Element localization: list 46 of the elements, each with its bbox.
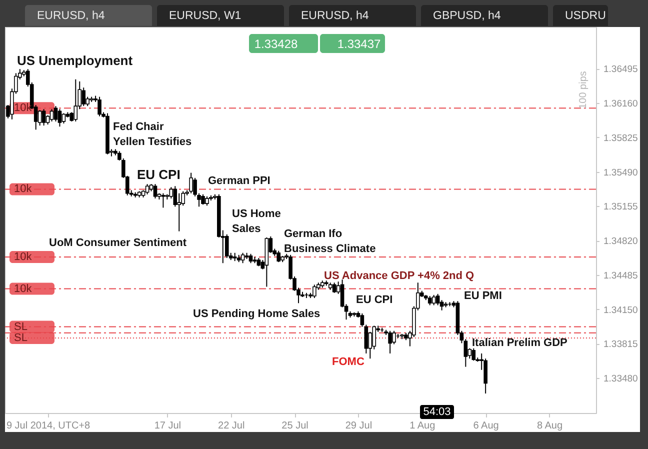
y-tick-label: 1.35825 [604, 132, 638, 144]
annotation: US Pending Home Sales [193, 308, 320, 320]
annotation: US Unemployment [17, 53, 134, 68]
ref-line-label: SL [14, 332, 28, 344]
x-tick-label: 17 Jul [154, 420, 182, 432]
annotation: 1.33428 [254, 37, 298, 51]
annotation: EU CPI [356, 294, 393, 306]
annotation: US Home Sales [232, 208, 281, 235]
chart-title: EURUSD, h4 [37, 10, 106, 22]
ref-line-label: 10k [14, 282, 32, 295]
annotation: Fed Chair Yellen Testifies [113, 121, 192, 148]
annotation: 1.33437 [337, 37, 382, 51]
y-tick-label: 1.35490 [604, 167, 638, 178]
y-tick-label: 1.34485 [604, 270, 638, 282]
y-tick-label: 1.33480 [604, 374, 638, 385]
ref-line-label: 10k [14, 183, 32, 196]
annotation: Italian Prelim GDP [472, 337, 568, 349]
x-tick-label: 8 Aug [536, 420, 563, 432]
text: EURUSD, W1 [169, 10, 242, 22]
annotation: 100 pips [578, 71, 589, 109]
ref-line-label: SL [14, 320, 28, 333]
y-tick-label: 1.34150 [604, 304, 638, 316]
text: GBPUSD, h4 [433, 10, 502, 22]
annotation: EU PMI [464, 290, 502, 302]
annotation: FOMC [332, 356, 364, 368]
ref-line-label: 10k [14, 250, 32, 263]
x-tick-label: 9 Jul 2014, UTC+8 [6, 420, 91, 432]
x-tick-label: 22 Jul [218, 420, 245, 432]
y-tick-label: 1.33815 [604, 339, 638, 350]
y-tick-label: 1.34820 [604, 236, 638, 248]
annotation: German Ifo Business Climate [284, 228, 376, 255]
ref-line-label: 10k [14, 102, 32, 114]
annotation: UoM Consumer Sentiment [49, 237, 187, 249]
text: USDRU [565, 10, 606, 22]
text: EURUSD, h4 [301, 10, 370, 22]
annotation: EU CPI [137, 167, 180, 182]
x-tick-label: 1 Aug [410, 420, 436, 432]
y-tick-label: 1.36495 [604, 64, 638, 76]
y-tick-label: 1.36160 [604, 98, 638, 110]
x-tick-label: 29 Jul [345, 420, 372, 432]
annotation: 54:03 [423, 406, 451, 418]
annotation: German PPI [208, 175, 270, 187]
annotation: US Advance GDP +4% 2nd Q [324, 270, 475, 282]
y-tick-label: 1.35155 [604, 202, 638, 213]
x-tick-label: 25 Jul [282, 420, 308, 432]
x-tick-label: 6 Aug [473, 420, 499, 432]
